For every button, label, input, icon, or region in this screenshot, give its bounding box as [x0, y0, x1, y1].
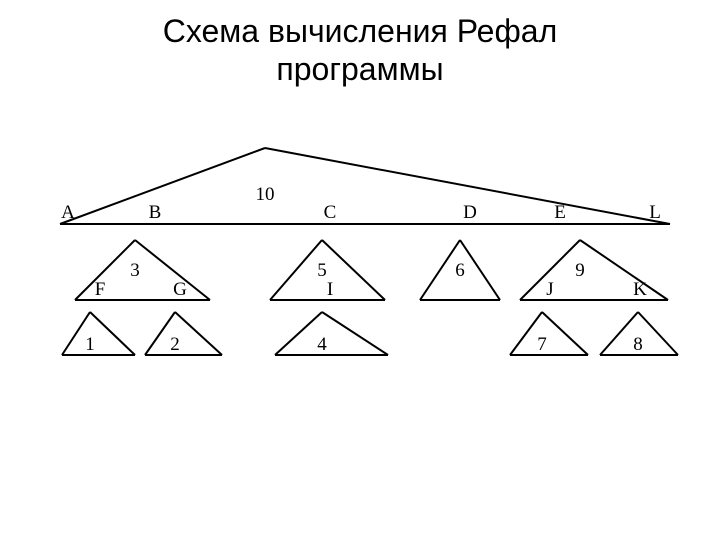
number-label-9: 9 — [575, 260, 585, 281]
diagram-edge — [270, 240, 322, 300]
node-label-J: J — [546, 279, 553, 300]
diagram-edge — [175, 312, 222, 355]
node-label-L: L — [649, 202, 661, 223]
number-label-1: 1 — [85, 334, 95, 355]
number-label-5: 5 — [317, 260, 327, 281]
number-label-4: 4 — [317, 334, 327, 355]
refal-diagram: ABCDELFGIJK10356912478 — [40, 140, 680, 400]
number-label-6: 6 — [455, 260, 465, 281]
diagram-edge — [275, 312, 322, 355]
number-label-10: 10 — [256, 184, 275, 205]
node-label-E: E — [554, 202, 566, 223]
diagram-edge — [580, 240, 668, 300]
diagram-svg: ABCDELFGIJK10356912478 — [40, 140, 680, 400]
number-label-8: 8 — [633, 334, 643, 355]
node-label-D: D — [463, 202, 477, 223]
node-label-C: C — [324, 202, 337, 223]
number-label-2: 2 — [170, 334, 180, 355]
node-label-F: F — [95, 279, 106, 300]
number-label-7: 7 — [537, 334, 547, 355]
diagram-edge — [90, 312, 135, 355]
title-line-1: Схема вычисления Рефал — [163, 13, 558, 49]
number-label-3: 3 — [130, 260, 140, 281]
diagram-edge — [420, 240, 460, 300]
node-label-K: K — [633, 279, 647, 300]
diagram-edge — [322, 312, 388, 355]
diagram-edge — [60, 148, 265, 224]
node-label-I: I — [327, 279, 333, 300]
diagram-edge — [460, 240, 500, 300]
node-label-G: G — [173, 279, 187, 300]
title-line-2: программы — [276, 51, 443, 87]
diagram-edge — [638, 312, 678, 355]
node-label-A: A — [61, 202, 75, 223]
page-title: Схема вычисления Рефал программы — [0, 0, 720, 89]
node-label-B: B — [149, 202, 162, 223]
diagram-edge — [542, 312, 588, 355]
